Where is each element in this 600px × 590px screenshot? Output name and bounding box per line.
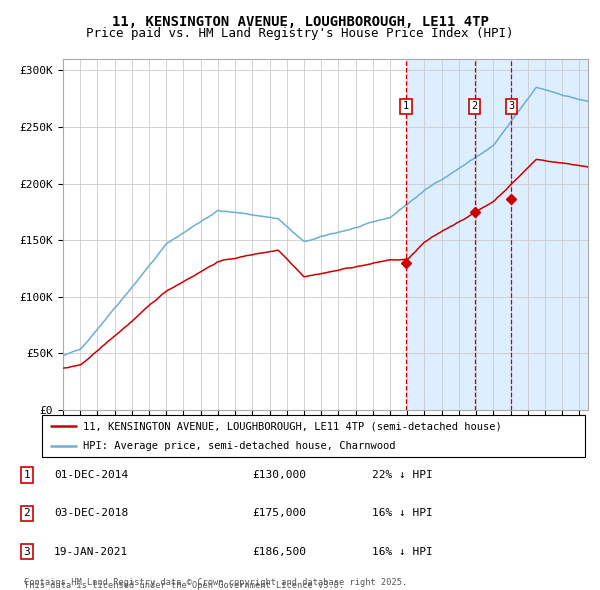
Text: 3: 3 [508, 101, 515, 112]
Text: 1: 1 [23, 470, 31, 480]
Text: £186,500: £186,500 [252, 547, 306, 556]
Text: £130,000: £130,000 [252, 470, 306, 480]
Text: This data is licensed under the Open Government Licence v3.0.: This data is licensed under the Open Gov… [24, 581, 344, 590]
Text: £175,000: £175,000 [252, 509, 306, 518]
Text: 16% ↓ HPI: 16% ↓ HPI [372, 509, 433, 518]
Text: 3: 3 [23, 547, 31, 556]
Text: Price paid vs. HM Land Registry's House Price Index (HPI): Price paid vs. HM Land Registry's House … [86, 27, 514, 40]
Text: 03-DEC-2018: 03-DEC-2018 [54, 509, 128, 518]
Text: 2: 2 [472, 101, 478, 112]
Text: 01-DEC-2014: 01-DEC-2014 [54, 470, 128, 480]
Text: HPI: Average price, semi-detached house, Charnwood: HPI: Average price, semi-detached house,… [83, 441, 395, 451]
Text: 11, KENSINGTON AVENUE, LOUGHBOROUGH, LE11 4TP: 11, KENSINGTON AVENUE, LOUGHBOROUGH, LE1… [112, 15, 488, 29]
Text: 19-JAN-2021: 19-JAN-2021 [54, 547, 128, 556]
Text: 2: 2 [23, 509, 31, 518]
Text: Contains HM Land Registry data © Crown copyright and database right 2025.: Contains HM Land Registry data © Crown c… [24, 578, 407, 587]
Bar [407, 59, 590, 410]
Text: 22% ↓ HPI: 22% ↓ HPI [372, 470, 433, 480]
Text: 1: 1 [403, 101, 409, 112]
Text: 16% ↓ HPI: 16% ↓ HPI [372, 547, 433, 556]
Text: 11, KENSINGTON AVENUE, LOUGHBOROUGH, LE11 4TP (semi-detached house): 11, KENSINGTON AVENUE, LOUGHBOROUGH, LE1… [83, 421, 502, 431]
